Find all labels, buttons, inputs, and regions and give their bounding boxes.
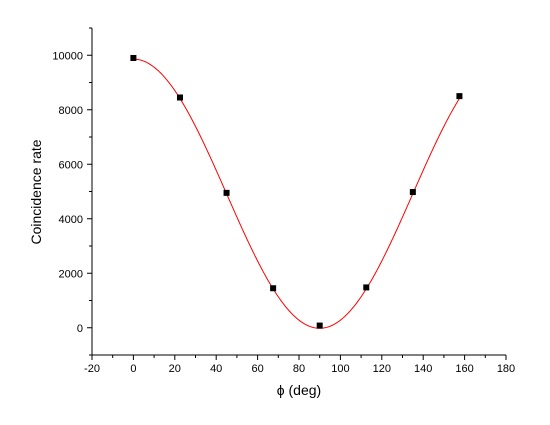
y-tick-label: 6000: [59, 159, 83, 171]
x-tick-label: 140: [414, 363, 432, 375]
data-point: [130, 54, 137, 61]
x-tick-label: 0: [130, 363, 136, 375]
y-axis-title: Coincidence rate: [28, 139, 44, 244]
fit-curve-layer: [133, 58, 461, 329]
data-point: [223, 189, 230, 196]
x-tick-label: 60: [251, 363, 263, 375]
y-tick-label: 2000: [59, 268, 83, 280]
data-point: [316, 322, 323, 329]
data-points-layer: [130, 54, 463, 329]
data-point: [409, 189, 416, 196]
y-tick-label: 10000: [52, 50, 83, 62]
x-tick-label: 180: [497, 363, 515, 375]
y-tick-label: 4000: [59, 214, 83, 226]
y-ticks: 0 2000 4000 6000 8000 10000: [52, 27, 92, 356]
x-tick-label: 160: [455, 363, 473, 375]
x-tick-label: 40: [210, 363, 222, 375]
x-tick-label: -20: [84, 363, 100, 375]
fit-curve: [133, 58, 461, 329]
axes-layer: [91, 28, 506, 356]
x-axis-title: ϕ (deg): [277, 382, 321, 398]
data-point: [270, 285, 277, 292]
data-point: [456, 93, 463, 100]
x-ticks: -20 0 20 40 60 80 100 120 140 160 180: [84, 355, 515, 375]
y-tick-label: 8000: [59, 105, 83, 117]
x-tick-label: 20: [169, 363, 181, 375]
y-tick-label: 0: [77, 323, 83, 335]
data-point: [176, 94, 183, 101]
x-tick-label: 80: [293, 363, 305, 375]
x-tick-label: 100: [331, 363, 349, 375]
data-point: [363, 284, 370, 291]
x-tick-label: 120: [373, 363, 391, 375]
